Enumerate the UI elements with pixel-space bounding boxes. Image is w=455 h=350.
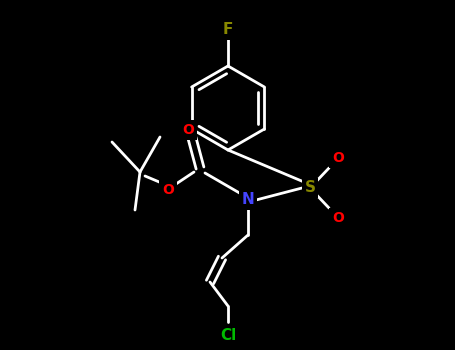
Text: N: N [242, 193, 254, 208]
Text: Cl: Cl [220, 328, 236, 343]
Text: F: F [223, 22, 233, 37]
Text: O: O [332, 211, 344, 225]
Text: O: O [332, 151, 344, 165]
Text: S: S [304, 181, 315, 196]
Text: O: O [162, 183, 174, 197]
Text: O: O [182, 123, 194, 137]
